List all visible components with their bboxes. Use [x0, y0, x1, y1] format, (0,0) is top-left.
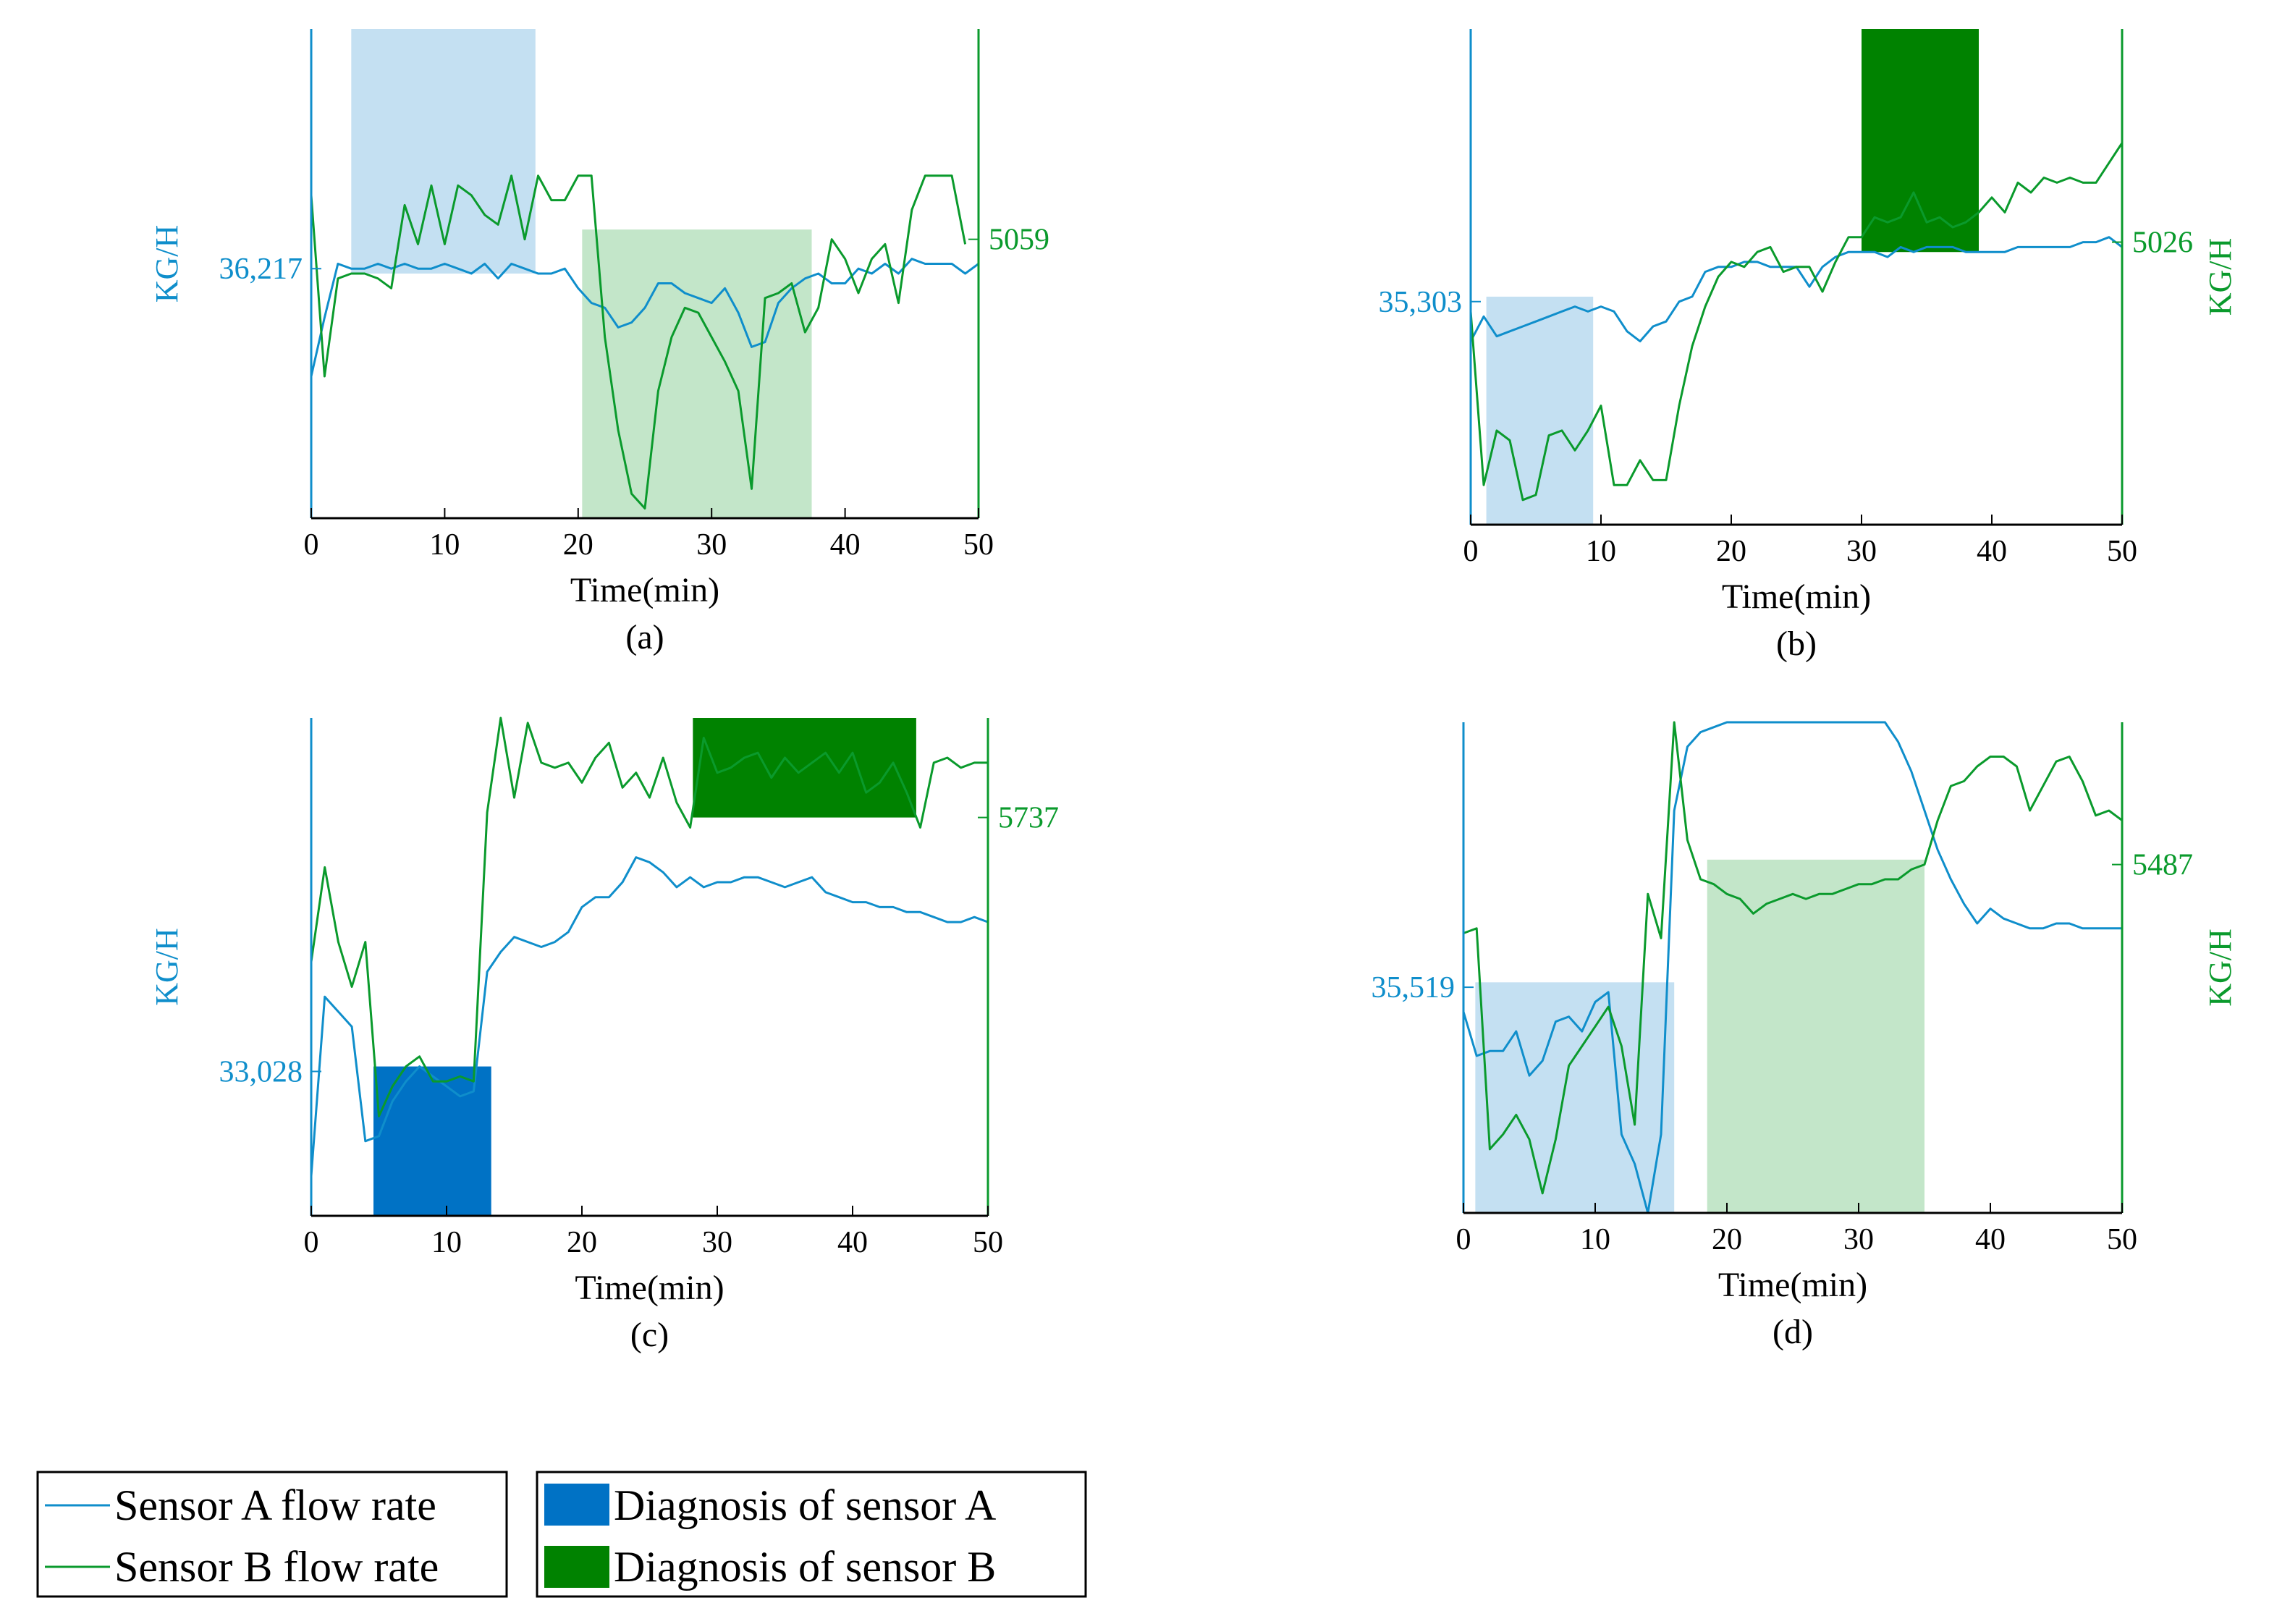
x-tick-label: 30	[702, 1226, 732, 1259]
left-axis-value-label: 35,303	[1379, 286, 1463, 319]
y-axis-title: KG/H	[149, 928, 185, 1006]
x-tick-label: 0	[1456, 1223, 1471, 1256]
diagnosis-band-sensor-b	[1862, 29, 1979, 253]
series-line-sensor-b	[1469, 142, 2124, 502]
legend-label-sensor-a: Sensor A flow rate	[114, 1481, 436, 1529]
legend-swatch-diagnosis-b	[544, 1546, 609, 1588]
subplot-b: 0 10 20 30 40 50 Time(min) (b) 35,303 5026 KG/H	[1379, 29, 2238, 663]
x-tick-label: 20	[1712, 1223, 1742, 1256]
left-axis-value-label: 35,519	[1372, 971, 1455, 1005]
x-tick-label: 30	[696, 528, 727, 562]
x-tick-label: 0	[1463, 535, 1479, 568]
x-tick-label: 40	[1977, 535, 2007, 568]
legend-box-lines: Sensor A flow rate Sensor B flow rate	[36, 1471, 508, 1598]
x-axis-title: Time(min)	[1718, 1266, 1867, 1304]
diagnosis-band-sensor-b	[1707, 859, 1924, 1213]
diagnosis-band-sensor-a	[1486, 296, 1594, 525]
right-axis-value-label: 5487	[2132, 849, 2193, 882]
legend-label-diagnosis-a: Diagnosis of sensor A	[614, 1481, 996, 1529]
x-tick-label: 50	[963, 528, 994, 562]
legend-label-diagnosis-b: Diagnosis of sensor B	[614, 1543, 996, 1591]
x-tick-label: 40	[1975, 1223, 2006, 1256]
x-tick-label: 30	[1846, 535, 1877, 568]
x-tick-label: 50	[973, 1226, 1003, 1259]
left-axis-value-label: 36,217	[219, 253, 303, 286]
series-line-sensor-a	[310, 856, 989, 1177]
subplot-label: (b)	[1776, 625, 1817, 663]
right-axis-value-label: 5059	[989, 224, 1049, 257]
legend-box-diagnosis: Diagnosis of sensor A Diagnosis of senso…	[536, 1471, 1087, 1598]
series-line-sensor-b	[310, 174, 967, 509]
x-tick-label: 0	[304, 1226, 319, 1259]
legend-label-sensor-b: Sensor B flow rate	[114, 1543, 439, 1591]
x-axis-title: Time(min)	[575, 1269, 724, 1307]
subplot-label: (d)	[1773, 1313, 1813, 1351]
diagnosis-band-sensor-a	[1475, 982, 1675, 1213]
x-tick-label: 20	[567, 1226, 597, 1259]
right-axis-value-label: 5737	[998, 802, 1059, 835]
x-tick-label: 10	[431, 1226, 462, 1259]
x-axis-title: Time(min)	[1722, 578, 1871, 616]
series-line-sensor-b	[310, 716, 988, 1117]
x-tick-label: 50	[2107, 535, 2137, 568]
x-tick-label: 30	[1843, 1223, 1874, 1256]
legend: Sensor A flow rate Sensor B flow rate Di…	[36, 1471, 1087, 1598]
y-axis-title: KG/H	[2202, 929, 2238, 1007]
subplot-a: 0 10 20 30 40 50 Time(min) (a) 36,217 5059 KG/H	[149, 29, 1049, 656]
y-axis-title: KG/H	[2202, 238, 2238, 316]
x-tick-label: 10	[1586, 535, 1616, 568]
x-tick-label: 40	[830, 528, 861, 562]
legend-swatch-diagnosis-a	[544, 1484, 609, 1526]
subplot-c: 0 10 20 30 40 50 Time(min) (c) 33,028 5737 KG/H	[149, 716, 1059, 1354]
x-tick-label: 20	[1716, 535, 1746, 568]
diagnosis-band-sensor-a	[351, 29, 536, 274]
diagnosis-band-sensor-b	[582, 229, 812, 518]
x-tick-label: 10	[1580, 1223, 1610, 1256]
x-tick-label: 40	[837, 1226, 868, 1259]
y-axis-title: KG/H	[149, 225, 185, 303]
x-axis-title: Time(min)	[570, 571, 719, 609]
subplot-d: 0 10 20 30 40 50 Time(min) (d) 35,519 5487 KG/H	[1372, 721, 2238, 1351]
subplot-label: (a)	[625, 618, 664, 656]
series-line-sensor-a	[1462, 721, 2122, 1214]
x-tick-label: 50	[2107, 1223, 2137, 1256]
right-axis-value-label: 5026	[2132, 227, 2193, 260]
x-tick-label: 10	[429, 528, 460, 562]
left-axis-value-label: 33,028	[219, 1055, 303, 1088]
x-tick-label: 0	[304, 528, 319, 562]
subplot-label: (c)	[630, 1316, 669, 1354]
series-line-sensor-b	[1463, 721, 2123, 1195]
x-tick-label: 20	[563, 528, 593, 562]
